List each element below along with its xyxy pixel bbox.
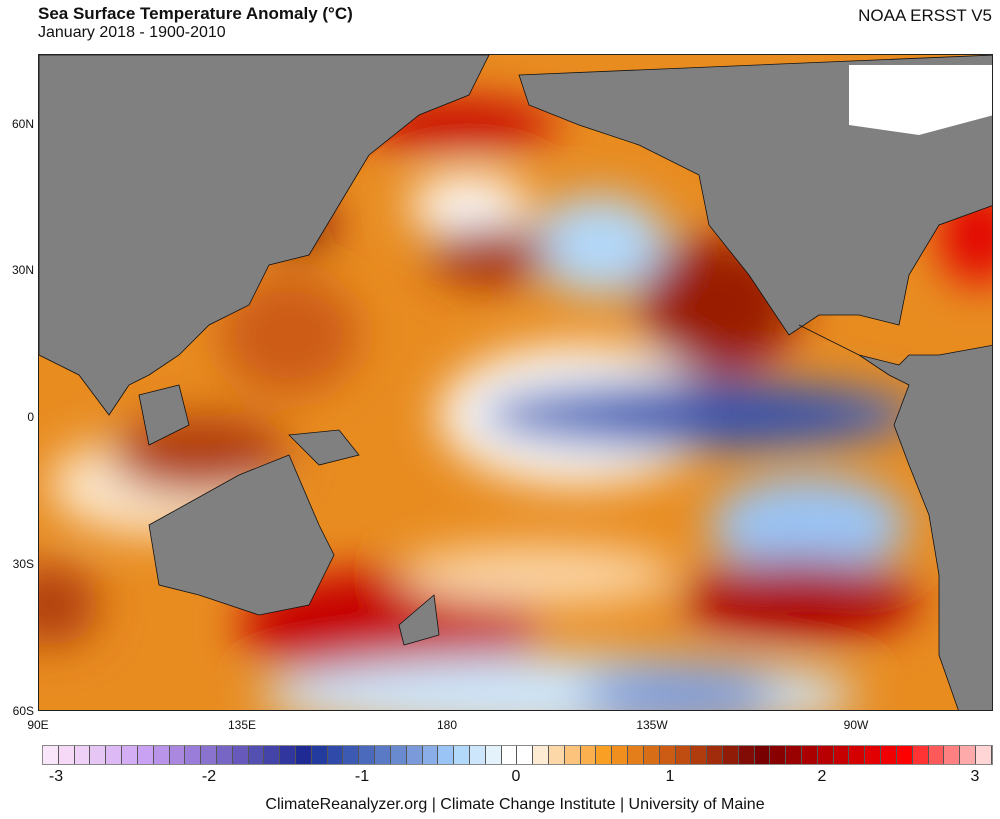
colorbar-cell [485,746,502,764]
colorbar-cell [533,746,549,764]
colorbar-cell [90,746,107,764]
colorbar-cell [675,746,692,764]
lat-label: 30S [12,557,34,571]
colorbar-cell [659,746,676,764]
asia-land [39,55,490,416]
dataset-label: NOAA ERSST V5 [858,6,992,25]
lat-label: 60N [11,117,34,131]
lat-label: 0 [27,410,34,424]
colorbar-cell [137,746,154,764]
colorbar-cell [580,746,597,764]
colorbar-tick: -3 [48,768,64,785]
colorbar-cell [264,746,281,764]
colorbar-cell [106,746,123,764]
colorbar-cell [596,746,613,764]
colorbar-cell [928,746,945,764]
colorbar-cell [216,746,233,764]
colorbar-cell [153,746,170,764]
colorbar-cell [944,746,961,764]
colorbar-cell [960,746,976,764]
credit-line: ClimateReanalyzer.org | Climate Change I… [265,796,765,813]
lon-label: 90W [843,718,869,732]
colorbar-cell [849,746,866,764]
colorbar-cell [406,746,423,764]
colorbar-cell [912,746,929,764]
australia-land [148,454,335,616]
ice-region [849,65,992,135]
colorbar-cell [707,746,723,764]
map-canvas [39,55,992,710]
colorbar-cell [359,746,376,764]
lon-label: 135E [227,718,257,732]
new-zealand-land [398,594,440,646]
colorbar-tick: -2 [201,768,217,785]
colorbar-cell [327,746,344,764]
colorbar-cell [43,746,59,764]
colorbar-cell [770,746,787,764]
colorbar-cell [311,746,328,764]
colorbar-cell [786,746,802,764]
colorbar-cell [564,746,581,764]
lon-label: 180 [436,718,458,732]
colorbar-cell [738,746,755,764]
colorbar-cell [185,746,202,764]
colorbar-cell [612,746,629,764]
lon-label: 135W [636,718,668,732]
colorbar-cell [74,746,91,764]
lon-label: 90E [27,718,49,732]
colorbar-cell [296,746,312,764]
colorbar-cell [501,746,518,764]
colorbar-cell [122,746,138,764]
colorbar-cell [280,746,296,764]
colorbar-cell [628,746,644,764]
map-subtitle: January 2018 - 1900-2010 [38,24,226,41]
colorbar-cell [833,746,850,764]
colorbar-tick: 1 [665,768,675,785]
colorbar-cell [754,746,771,764]
colorbar-cell [343,746,360,764]
colorbar-cell [549,746,565,764]
colorbar-tick: 0 [511,768,521,785]
colorbar-tick: 3 [970,768,980,785]
americas-land [798,324,992,710]
colorbar-cell [896,746,913,764]
colorbar-tick: 2 [817,768,827,785]
colorbar-cell [422,746,439,764]
lat-label: 30N [11,263,34,277]
colorbar-cell [232,746,249,764]
colorbar-cell [438,746,455,764]
borneo-land [138,384,190,446]
colorbar-cell [469,746,486,764]
colorbar-cell [643,746,660,764]
colorbar-cell [865,746,882,764]
colorbar-cell [817,746,834,764]
land-masses [39,55,992,710]
colorbar-cell [691,746,708,764]
colorbar-cell [517,746,534,764]
colorbar-cell [881,746,897,764]
colorbar-cell [58,746,75,764]
colorbar-cell [169,746,186,764]
colorbar-cell [722,746,739,764]
anomaly-field [39,100,992,710]
lat-label: 60S [12,704,34,718]
colorbar [42,745,993,765]
colorbar-cell [802,746,818,764]
map-title: Sea Surface Temperature Anomaly (°C) [38,4,353,23]
new-guinea-land [288,429,360,466]
colorbar-tick: -1 [354,768,370,785]
sst-anomaly-map [38,54,993,711]
colorbar-cell [375,746,391,764]
colorbar-cell [201,746,217,764]
colorbar-cell [454,746,470,764]
colorbar-cell [975,746,992,764]
colorbar-cell [390,746,407,764]
colorbar-cell [248,746,265,764]
